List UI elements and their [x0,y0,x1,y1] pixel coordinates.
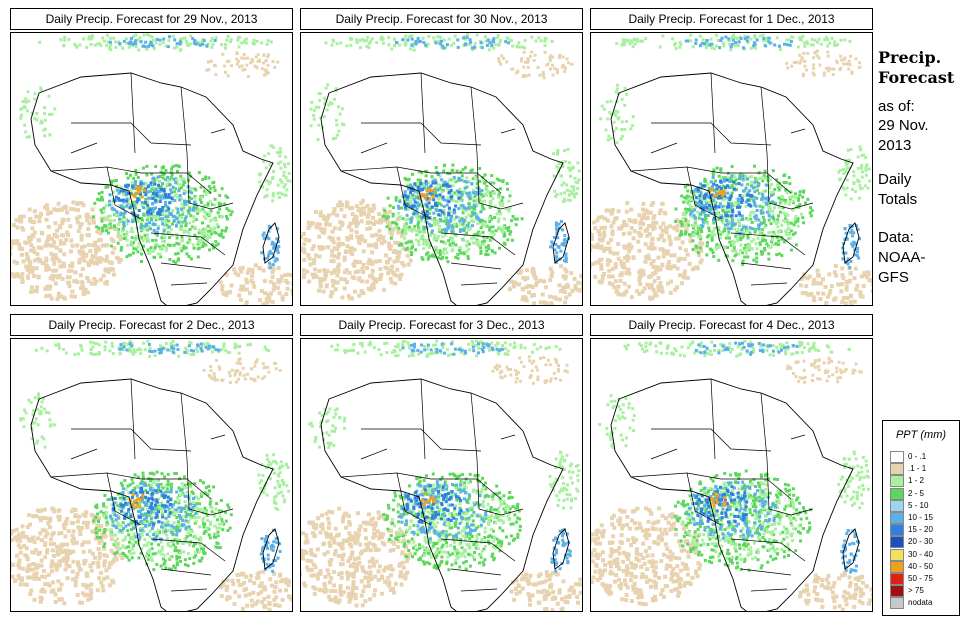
legend-label: 2 - 5 [908,488,925,498]
as-of-date: 29 Nov. 2013 [878,117,929,154]
as-of-label: as of: [878,98,915,115]
legend-item: > 75 [890,585,956,598]
legend-item: 20 - 30 [890,536,956,549]
forecast-panel-1: Daily Precip. Forecast for 29 Nov., 2013 [10,8,293,306]
legend-swatch [890,597,904,610]
forecast-title: Precip. Forecast [878,48,955,87]
legend-label: 30 - 40 [908,549,933,559]
map-canvas [11,33,292,305]
map-canvas [301,339,582,611]
legend-item: 30 - 40 [890,548,956,561]
map-canvas [591,339,872,611]
legend-swatch [890,463,904,476]
legend-swatch [890,573,904,585]
legend-label: 15 - 20 [908,525,933,535]
legend-label: nodata [908,598,933,608]
legend-label: 0 - .1 [908,452,927,461]
precip-map[interactable] [590,32,873,306]
legend-label: 1 - 2 [908,476,925,486]
legend-swatch [890,536,904,549]
precip-map[interactable] [590,338,873,612]
legend-item: 15 - 20 [890,524,956,537]
legend-label: 20 - 30 [908,537,933,547]
data-source: Data: NOAA- GFS [878,229,926,286]
panel-title: Daily Precip. Forecast for 2 Dec., 2013 [10,314,293,336]
legend-item: 1 - 2 [890,475,956,488]
legend-item: .1 - 1 [890,463,956,476]
legend-item: 5 - 10 [890,499,956,512]
legend-item: 50 - 75 [890,573,956,585]
legend-label: 10 - 15 [908,513,933,522]
forecast-panel-6: Daily Precip. Forecast for 4 Dec., 2013 [590,314,873,612]
forecast-panel-3: Daily Precip. Forecast for 1 Dec., 2013 [590,8,873,306]
panel-title: Daily Precip. Forecast for 30 Nov., 2013 [300,8,583,30]
precip-map[interactable] [10,338,293,612]
panel-title: Daily Precip. Forecast for 4 Dec., 2013 [590,314,873,336]
legend-swatch [890,560,904,573]
forecast-panel-2: Daily Precip. Forecast for 30 Nov., 2013 [300,8,583,306]
panel-title: Daily Precip. Forecast for 29 Nov., 2013 [10,8,293,30]
period-label: Daily Totals [878,171,918,208]
legend-label: 50 - 75 [908,574,933,583]
precip-map[interactable] [300,338,583,612]
legend-swatch [890,585,904,598]
map-canvas [591,33,872,305]
map-canvas [11,339,292,611]
legend-swatch [890,512,904,524]
legend-swatch [890,475,904,488]
legend-label: > 75 [908,586,924,596]
legend-item: 2 - 5 [890,487,956,500]
precip-legend: PPT (mm) 0 - .1 .1 - 1 1 - 2 2 - 5 5 - 10 10 … [882,420,960,616]
legend-swatch [890,487,904,500]
legend-title: PPT (mm) [895,429,947,441]
panel-title: Daily Precip. Forecast for 3 Dec., 2013 [300,314,583,336]
panel-title: Daily Precip. Forecast for 1 Dec., 2013 [590,8,873,30]
forecast-panel-4: Daily Precip. Forecast for 2 Dec., 2013 [10,314,293,612]
legend-label: .1 - 1 [908,464,927,474]
precip-map[interactable] [10,32,293,306]
legend-item: nodata [890,597,956,610]
legend-label: 5 - 10 [908,500,929,510]
legend-item: 10 - 15 [890,512,956,524]
legend-item: 0 - .1 [890,451,956,463]
precip-map[interactable] [300,32,583,306]
legend-swatch [890,499,904,512]
legend-item: 40 - 50 [890,560,956,573]
legend-swatch [890,451,904,463]
legend-swatch [890,548,904,561]
legend-swatch [890,524,904,537]
forecast-panel-5: Daily Precip. Forecast for 3 Dec., 2013 [300,314,583,612]
legend-label: 40 - 50 [908,561,933,571]
map-canvas [301,33,582,305]
